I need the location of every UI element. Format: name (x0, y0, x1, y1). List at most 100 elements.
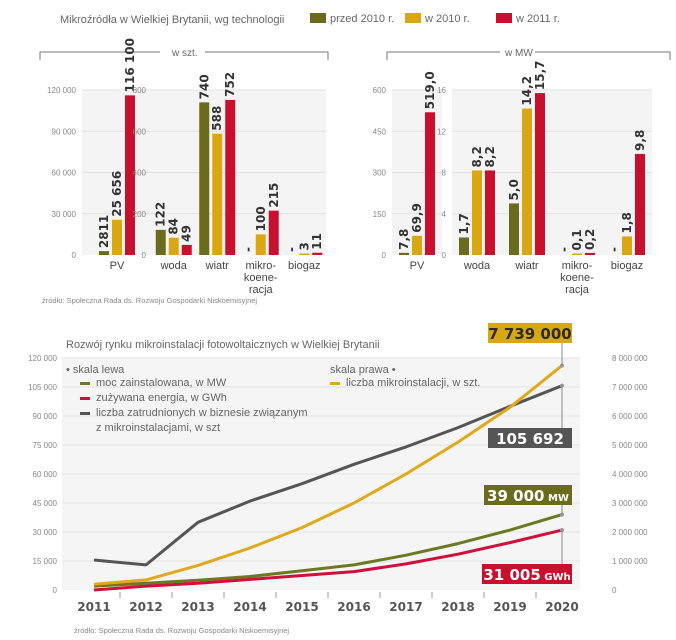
x-tick-label: 2013 (181, 600, 214, 614)
bar-value-label: 5,0 (507, 179, 521, 200)
line-right-series (93, 364, 563, 586)
y-right-tick-label: 4 000 000 (612, 470, 648, 479)
bar-value-label: 84 (167, 218, 181, 235)
y-tick-label: 0 (142, 251, 147, 260)
bar (572, 253, 582, 255)
y-tick-label: 150 (373, 210, 387, 219)
category-label: PV (110, 260, 125, 272)
end-badge: 105 692 (488, 385, 572, 448)
legend-item: w 2011 r. (496, 13, 560, 25)
bar (181, 244, 192, 255)
bar-value-label: 14,2 (520, 76, 534, 106)
y-left-tick-label: 30 000 (33, 528, 58, 537)
y-tick-label: 30 000 (52, 210, 77, 219)
line-series (93, 363, 564, 592)
bar (212, 133, 223, 255)
y-right-tick-label: 2 000 000 (612, 528, 648, 537)
legend-label: z mikroinstalacjami, w szt (96, 422, 220, 434)
category-label: mikro- (562, 260, 593, 272)
category-label: racja (249, 284, 274, 296)
bar (635, 153, 645, 255)
y-tick-label: 600 (133, 127, 147, 136)
y-right-tick-label: 6 000 000 (612, 412, 648, 421)
category-label: wiatr (514, 260, 539, 272)
line-left-series (93, 528, 563, 592)
category-label: woda (463, 260, 491, 272)
legend-label: liczba mikroinstalacji, w szt. (346, 377, 480, 389)
badge-background (482, 564, 572, 584)
line-chart-title: Rozwój rynku mikroinstalacji fotowoltaic… (66, 339, 380, 351)
y-tick-label: 450 (373, 127, 387, 136)
legend-item: w 2010 r. (405, 13, 470, 25)
y-left-tick-label: 0 (53, 586, 58, 595)
bar-value-label: 100 (254, 206, 268, 231)
bar (225, 99, 236, 256)
line-grid (62, 357, 580, 562)
bar-value-label: 0,1 (570, 229, 584, 250)
bar-value-label: 0,2 (583, 229, 597, 250)
bar-panel-mw-pv: 0 150 300 450 600 7,869,9 519,0 PV (373, 71, 442, 272)
bar (125, 95, 135, 255)
end-badge: 7 739 000 (488, 323, 572, 366)
bar (312, 252, 323, 255)
x-tick-label: 2017 (389, 600, 422, 614)
bar-value-label: - (241, 247, 255, 252)
badge-value: 105 692 (496, 430, 564, 448)
bar-value-label: - (284, 247, 298, 252)
category-label: wiatr (205, 260, 230, 272)
line-end-badges: 7 739 000 105 692 39 000 MW 31 005 GWh (482, 323, 572, 584)
line-left-series (93, 513, 563, 588)
category-label: mikro- (245, 260, 276, 272)
bar-chart-title: Mikroźródła w Wielkiej Brytanii, wg tech… (60, 14, 284, 26)
bar-value-label: 3 (297, 242, 311, 250)
y-tick-label: 400 (133, 169, 147, 178)
badge-background (488, 428, 572, 448)
y-left-tick-label: 45 000 (33, 499, 58, 508)
bracket-szt: w szt. (39, 48, 329, 60)
y-tick-label: 200 (133, 210, 147, 219)
category-label: woda (160, 260, 188, 272)
y-right-tick-label: 0 (612, 586, 617, 595)
y-right-tick-label: 5 000 000 (612, 441, 648, 450)
y-tick-label: 60 000 (52, 169, 77, 178)
bar-value-label: 11 (310, 233, 324, 250)
bar-value-label: 9,8 (633, 130, 647, 151)
y-tick-label: 300 (373, 169, 387, 178)
y-left-tick-label: 105 000 (28, 383, 57, 392)
legend-left-title: • skala lewa (66, 364, 125, 376)
bar-value-label: 1,7 (457, 213, 471, 234)
x-tick-label: 2012 (129, 600, 162, 614)
bar-value-label: 116 100 (123, 38, 137, 92)
end-badge: 39 000 MW (484, 485, 572, 515)
y-left-tick-label: 120 000 (28, 354, 57, 363)
y-tick-label: 4 (442, 210, 447, 219)
legend-label: liczba zatrudnionych w biznesie związany… (96, 407, 308, 419)
bar-value-label: 25 656 (110, 171, 124, 217)
line-legend: • skala lewa skala prawa • moc zainstalowa… (66, 364, 480, 434)
bar (255, 234, 266, 255)
y-left-tick-label: 90 000 (33, 412, 58, 421)
y-tick-label: 120 000 (47, 86, 76, 95)
badge-background (484, 485, 572, 505)
legend-swatch (80, 397, 90, 400)
y-tick-label: 0 (442, 251, 447, 260)
legend-swatch (405, 13, 421, 23)
bar-legend: przed 2010 r. w 2010 r. w 2011 r. (310, 13, 560, 25)
bar (485, 170, 495, 255)
bar-value-label: - (557, 247, 571, 252)
bar-value-label: 69,9 (410, 203, 424, 233)
bar-value-label: 8,2 (470, 146, 484, 167)
bar-value-label: 215 (267, 183, 281, 208)
category-label: koene- (244, 272, 278, 284)
legend-label: moc zainstalowana, w MW (96, 377, 227, 389)
legend-label: przed 2010 r. (330, 13, 394, 25)
bar-panel-szt-other: 0 200 400 600 800 122 84 49 woda 740 588 752 wiatr - 1… (133, 72, 326, 296)
bar-value-label: 15,7 (533, 60, 547, 90)
legend-label: w 2010 r. (424, 13, 470, 25)
bar-value-label: 49 (180, 225, 194, 242)
y-left-tick-label: 15 000 (33, 557, 58, 566)
y-tick-label: 8 (442, 169, 447, 178)
y-tick-label: 600 (373, 86, 387, 95)
